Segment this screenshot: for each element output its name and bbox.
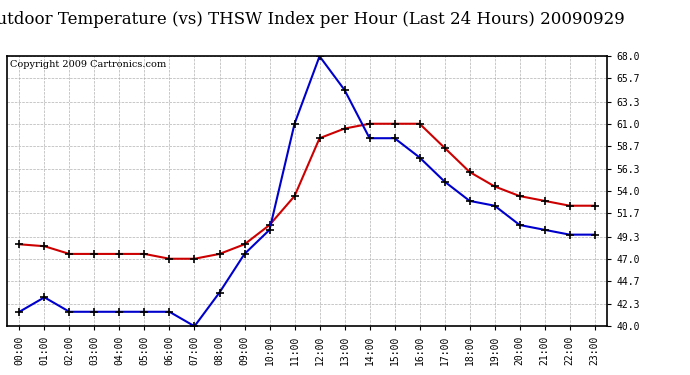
- Text: Copyright 2009 Cartronics.com: Copyright 2009 Cartronics.com: [10, 60, 166, 69]
- Text: Outdoor Temperature (vs) THSW Index per Hour (Last 24 Hours) 20090929: Outdoor Temperature (vs) THSW Index per …: [0, 11, 624, 28]
